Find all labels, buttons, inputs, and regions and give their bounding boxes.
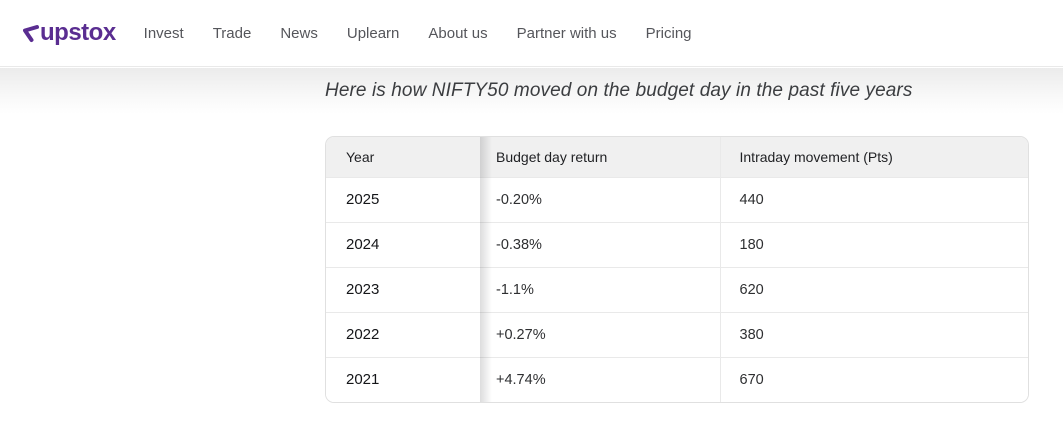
top-navbar: upstox Invest Trade News Uplearn About u… (0, 0, 1063, 67)
return-cell: +0.27% (480, 311, 720, 357)
return-cell: -0.38% (480, 221, 720, 267)
column-header-year: Year (326, 137, 492, 178)
column-header-intraday-movement: Intraday movement (Pts) (719, 137, 1028, 177)
table-row: 2023 -1.1% 620 (326, 266, 1028, 313)
movement-cell: 620 (719, 266, 1028, 312)
table-row: 2024 -0.38% 180 (326, 221, 1028, 268)
return-cell: +4.74% (480, 356, 720, 402)
year-cell: 2023 (326, 266, 492, 313)
year-cell: 2024 (326, 221, 492, 268)
upstox-logo-text: upstox (40, 19, 116, 46)
return-cell: -0.20% (480, 176, 720, 222)
nav-item-trade[interactable]: Trade (212, 24, 252, 42)
year-cell: 2021 (326, 356, 492, 402)
movement-cell: 670 (719, 356, 1028, 402)
year-cell: 2025 (326, 176, 492, 223)
upstox-logo[interactable]: upstox (20, 21, 116, 45)
table-header-row: Year Budget day return Intraday movement… (326, 137, 1028, 178)
nav-item-about-us[interactable]: About us (428, 24, 488, 42)
table-row: 2022 +0.27% 380 (326, 311, 1028, 358)
nav-item-pricing[interactable]: Pricing (645, 24, 692, 42)
year-cell: 2022 (326, 311, 492, 358)
movement-cell: 180 (719, 221, 1028, 267)
return-cell: -1.1% (480, 266, 720, 312)
nav-item-uplearn[interactable]: Uplearn (346, 24, 400, 42)
nav-item-news[interactable]: News (280, 24, 318, 42)
column-header-budget-day-return: Budget day return (480, 137, 720, 177)
upstox-logo-icon (23, 25, 39, 42)
main-navigation: Invest Trade News Uplearn About us Partn… (144, 25, 692, 42)
nifty-budget-day-table: Year Budget day return Intraday movement… (325, 136, 1029, 403)
nav-item-invest[interactable]: Invest (143, 24, 184, 42)
content-top-shadow (0, 68, 1063, 114)
nav-item-partner-with-us[interactable]: Partner with us (516, 24, 617, 42)
movement-cell: 440 (719, 176, 1028, 222)
table-row: 2021 +4.74% 670 (326, 356, 1028, 402)
movement-cell: 380 (719, 311, 1028, 357)
section-heading: Here is how NIFTY50 moved on the budget … (325, 80, 913, 101)
table-row: 2025 -0.20% 440 (326, 176, 1028, 223)
